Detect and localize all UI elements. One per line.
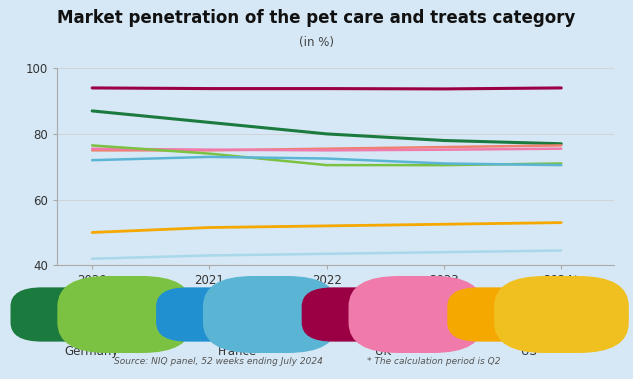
- Text: UK: UK: [375, 345, 391, 358]
- Text: Germany: Germany: [65, 345, 119, 358]
- Text: * The calculation period is Q2: * The calculation period is Q2: [367, 357, 501, 366]
- Text: (in %): (in %): [299, 36, 334, 49]
- Text: US: US: [520, 345, 537, 358]
- Text: Market penetration of the pet care and treats category: Market penetration of the pet care and t…: [58, 9, 575, 27]
- Text: France: France: [218, 345, 257, 358]
- Text: Source: NIQ panel, 52 weeks ending July 2024: Source: NIQ panel, 52 weeks ending July …: [114, 357, 323, 366]
